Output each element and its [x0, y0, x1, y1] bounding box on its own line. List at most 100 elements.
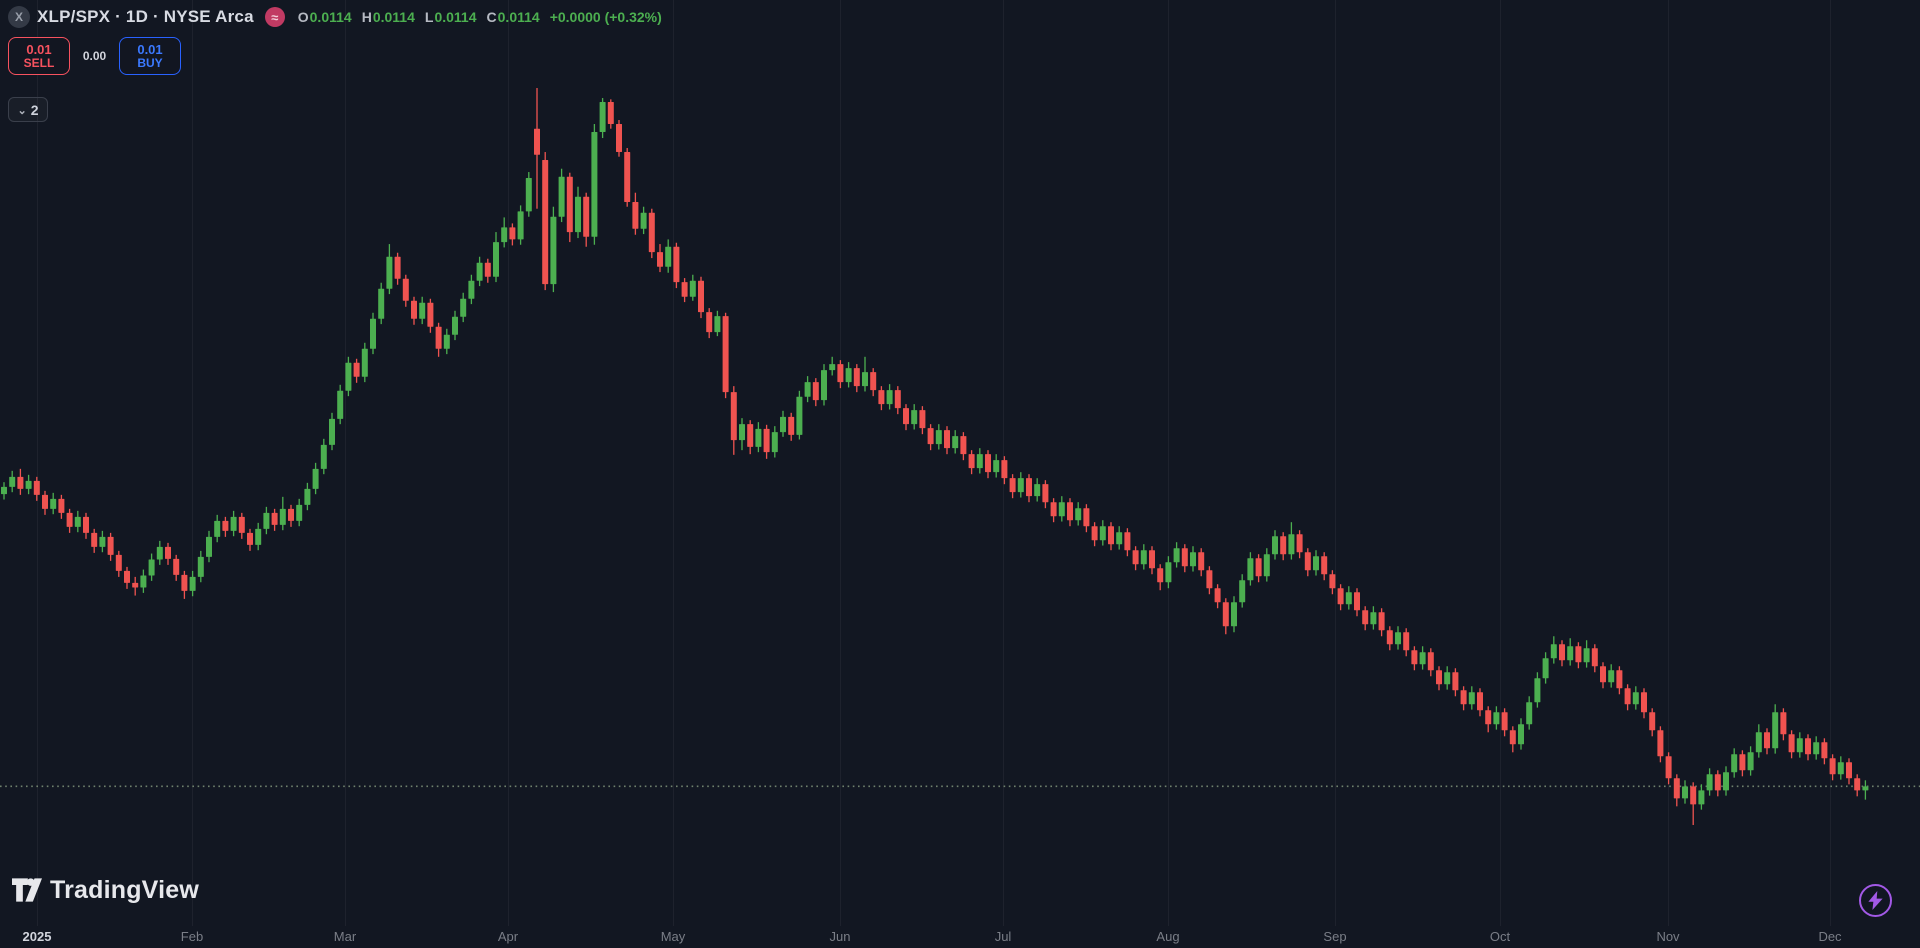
- candle: [66, 508, 73, 533]
- data-provider-icon: ≈: [264, 7, 285, 27]
- candle: [484, 258, 491, 283]
- object-tree-dropdown[interactable]: ⌄ 2: [8, 97, 48, 122]
- buy-label: BUY: [137, 55, 163, 70]
- candle: [517, 205, 524, 245]
- candle: [1313, 550, 1319, 576]
- candle: [706, 308, 713, 339]
- candle: [1157, 564, 1164, 591]
- candle: [1477, 688, 1483, 717]
- candle: [1075, 502, 1082, 526]
- axis-label-jul: Jul: [994, 929, 1012, 944]
- symbol-logo-icon: X: [8, 6, 30, 28]
- candle: [1854, 774, 1861, 797]
- candle: [1140, 544, 1147, 570]
- candle: [1173, 542, 1180, 568]
- candle: [279, 496, 286, 531]
- candle: [747, 420, 754, 455]
- candle: [1329, 570, 1336, 595]
- candle: [91, 528, 98, 553]
- candle: [1608, 664, 1615, 688]
- candle: [1747, 746, 1754, 776]
- candle: [1460, 686, 1467, 711]
- candle: [780, 410, 786, 437]
- candle: [247, 528, 253, 551]
- candle: [1846, 758, 1852, 785]
- high-value: 0.0114: [372, 9, 415, 25]
- sell-label: SELL: [23, 55, 55, 70]
- candle: [148, 553, 155, 581]
- candle: [755, 422, 762, 453]
- candle: [1231, 596, 1237, 633]
- candle: [1181, 544, 1188, 573]
- candle: [976, 448, 983, 474]
- candle: [599, 98, 606, 139]
- candle: [394, 252, 401, 285]
- axis-label-may: May: [660, 929, 686, 944]
- axis-label-nov: Nov: [1656, 929, 1680, 944]
- candle: [648, 208, 655, 259]
- candle: [1690, 782, 1697, 825]
- time-axis[interactable]: 2025 Feb Mar Apr May Jun Jul Aug Sep Oct Nov Dec: [0, 926, 1920, 948]
- axis-label-2025: 2025: [22, 929, 52, 944]
- candle: [1108, 522, 1114, 551]
- candle: [1821, 738, 1828, 765]
- candle: [1600, 662, 1606, 689]
- candle: [140, 569, 147, 593]
- candle: [804, 376, 811, 403]
- candle: [1673, 774, 1680, 807]
- candle: [50, 492, 57, 515]
- candle: [468, 274, 475, 305]
- lightning-bolt-icon: [1868, 891, 1883, 910]
- low-value: 0.0114: [434, 9, 477, 25]
- candle: [624, 148, 631, 207]
- candle: [271, 508, 278, 531]
- candle: [566, 172, 573, 243]
- candle: [378, 282, 385, 325]
- candle: [911, 404, 918, 430]
- candle: [1124, 528, 1131, 557]
- candle: [657, 244, 663, 273]
- candle: [903, 404, 909, 431]
- axis-label-aug: Aug: [1156, 929, 1180, 944]
- candle: [353, 358, 360, 383]
- symbol-title[interactable]: XLP/SPX · 1D · NYSE Arca: [37, 7, 254, 26]
- candle: [288, 504, 294, 527]
- candle: [1034, 478, 1041, 502]
- candle: [1616, 666, 1623, 695]
- quick-trade-button[interactable]: [1859, 884, 1892, 917]
- open-value: 0.0114: [309, 9, 352, 25]
- candle: [1714, 770, 1721, 797]
- candle: [1206, 566, 1213, 595]
- candle: [1091, 522, 1098, 547]
- candle: [33, 476, 40, 501]
- candle: [1485, 706, 1492, 733]
- candle: [1263, 548, 1270, 582]
- candle: [1755, 724, 1762, 758]
- candle: [796, 390, 803, 440]
- candle: [821, 364, 827, 406]
- tradingview-watermark[interactable]: TradingView: [12, 874, 199, 906]
- candle: [1632, 686, 1639, 710]
- candle: [1272, 530, 1278, 560]
- sell-button[interactable]: 0.01 SELL: [8, 37, 70, 75]
- candle: [1304, 548, 1311, 577]
- candle: [960, 432, 967, 461]
- axis-label-apr: Apr: [497, 929, 519, 944]
- candle: [681, 278, 688, 303]
- candle: [1706, 768, 1713, 796]
- candle: [1591, 644, 1598, 673]
- candle: [583, 192, 590, 247]
- candle: [1255, 554, 1262, 583]
- candle: [985, 450, 991, 479]
- sell-price: 0.01: [26, 41, 52, 57]
- candle: [501, 217, 508, 248]
- candle: [1698, 784, 1705, 810]
- axis-label-mar: Mar: [333, 929, 357, 944]
- candle: [206, 530, 212, 563]
- candle: [197, 550, 204, 583]
- buy-button[interactable]: 0.01 BUY: [119, 37, 181, 75]
- candle: [886, 384, 893, 410]
- candle: [698, 276, 704, 319]
- high-label: H: [361, 9, 372, 25]
